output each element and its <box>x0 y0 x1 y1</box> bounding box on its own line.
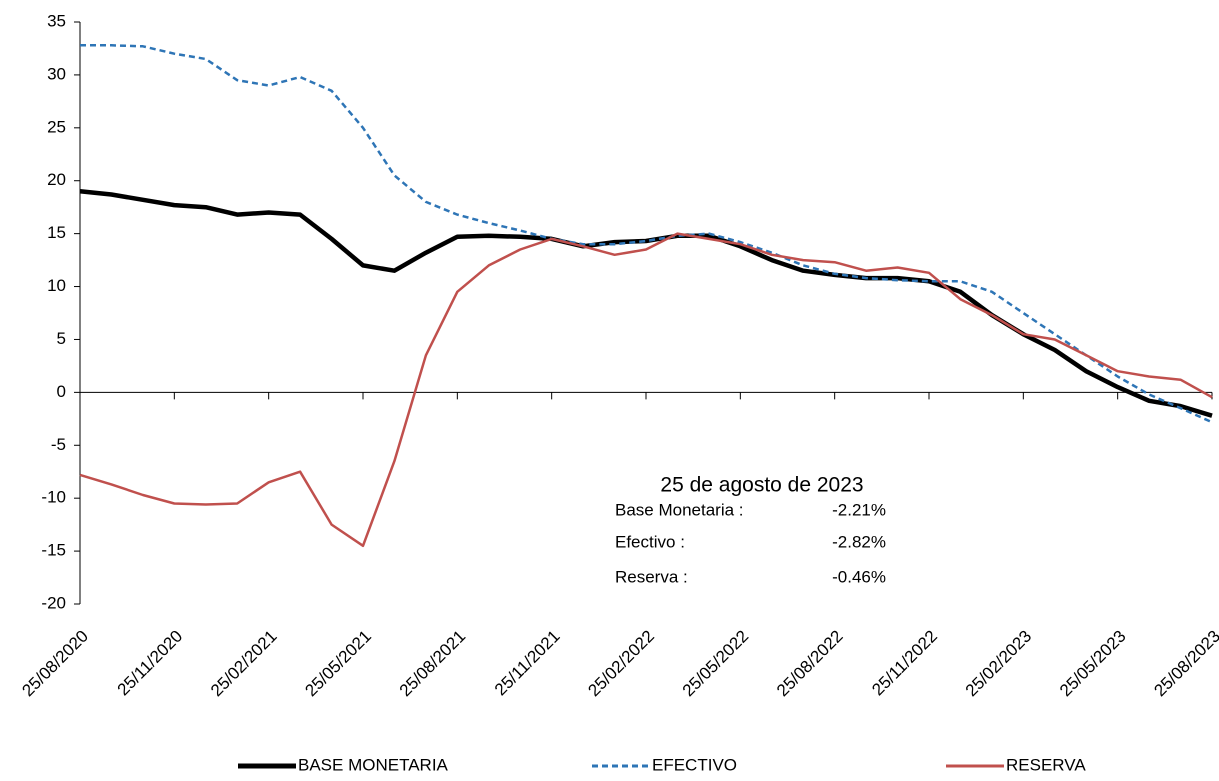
series-line <box>79 189 1213 418</box>
y-tick-label: -5 <box>51 435 66 454</box>
series-line <box>80 44 1213 424</box>
annotation-label: Efectivo : <box>615 532 685 551</box>
annotation-label: Reserva : <box>615 567 688 586</box>
x-tick-label: 25/02/2021 <box>207 627 281 701</box>
annotation-value: -2.21% <box>832 500 886 519</box>
x-tick-label: 25/05/2021 <box>301 627 375 701</box>
y-tick-label: 25 <box>47 117 66 136</box>
x-tick-label: 25/02/2023 <box>962 627 1036 701</box>
annotation-title: 25 de agosto de 2023 <box>660 474 863 497</box>
y-tick-label: 10 <box>47 276 66 295</box>
y-tick-label: 15 <box>47 223 66 242</box>
series-line <box>79 232 1213 548</box>
x-tick-label: 25/11/2022 <box>868 627 941 700</box>
y-tick-label: -20 <box>41 593 66 612</box>
legend-label: BASE MONETARIA <box>298 755 449 774</box>
x-tick-label: 25/11/2021 <box>491 627 564 700</box>
y-tick-label: 5 <box>57 329 66 348</box>
x-tick-label: 25/08/2021 <box>396 627 470 701</box>
y-tick-label: -15 <box>41 541 66 560</box>
annotation-label: Base Monetaria : <box>615 500 744 519</box>
x-tick-label: 25/11/2020 <box>114 627 187 700</box>
y-tick-label: 0 <box>57 382 66 401</box>
x-tick-label: 25/02/2022 <box>584 627 658 701</box>
y-tick-label: 30 <box>47 64 66 83</box>
x-tick-label: 25/05/2022 <box>679 627 753 701</box>
x-tick-label: 25/08/2023 <box>1150 627 1219 701</box>
legend-label: EFECTIVO <box>652 755 737 774</box>
annotation-value: -2.82% <box>832 532 886 551</box>
legend-label: RESERVA <box>1006 755 1086 774</box>
x-tick-label: 25/08/2020 <box>18 627 92 701</box>
y-tick-label: 35 <box>47 11 66 30</box>
x-tick-label: 25/08/2022 <box>773 627 847 701</box>
x-tick-label: 25/05/2023 <box>1056 627 1130 701</box>
y-tick-label: 20 <box>47 170 66 189</box>
y-tick-label: -10 <box>41 488 66 507</box>
annotation-value: -0.46% <box>832 567 886 586</box>
